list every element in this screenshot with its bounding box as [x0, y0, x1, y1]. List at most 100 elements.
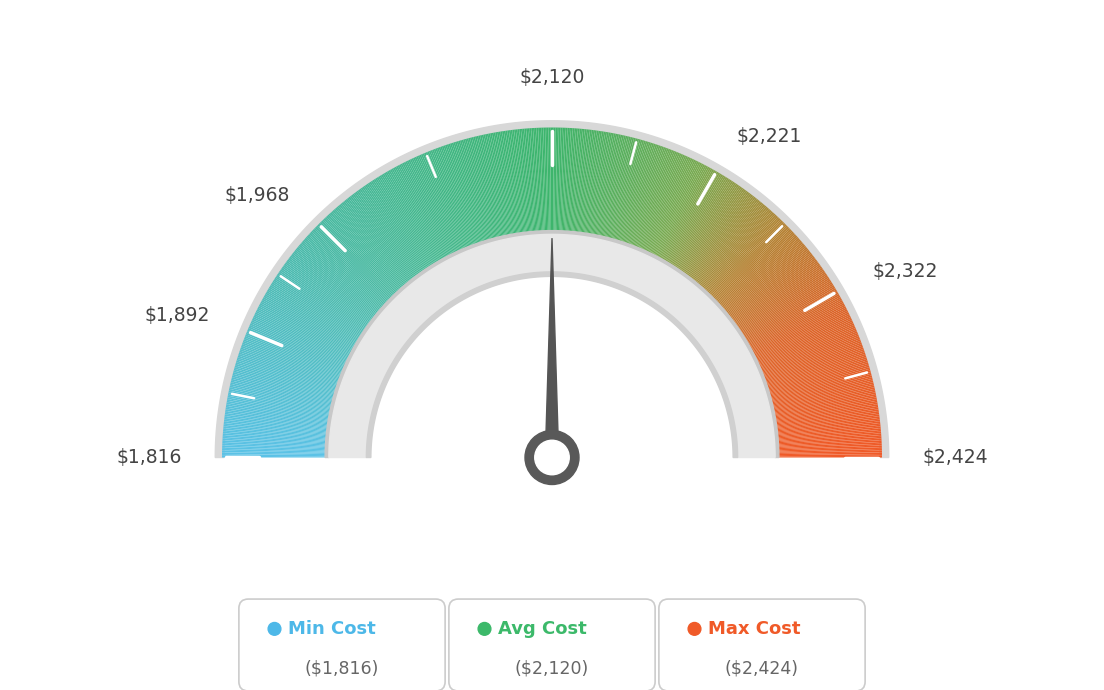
Polygon shape — [262, 299, 354, 350]
Polygon shape — [233, 372, 335, 400]
Polygon shape — [617, 141, 649, 242]
Polygon shape — [630, 148, 669, 247]
Polygon shape — [420, 155, 463, 251]
Polygon shape — [591, 132, 611, 236]
Polygon shape — [410, 159, 456, 255]
Polygon shape — [255, 313, 350, 359]
Polygon shape — [522, 128, 533, 233]
Polygon shape — [743, 282, 832, 339]
Polygon shape — [352, 194, 417, 278]
Polygon shape — [598, 135, 623, 237]
Polygon shape — [611, 139, 639, 241]
Polygon shape — [242, 342, 341, 380]
Polygon shape — [693, 201, 761, 284]
Polygon shape — [252, 320, 348, 365]
Polygon shape — [432, 150, 471, 248]
Polygon shape — [752, 304, 846, 354]
Polygon shape — [777, 446, 882, 451]
Polygon shape — [584, 131, 601, 235]
Polygon shape — [765, 351, 864, 386]
Text: $1,892: $1,892 — [145, 306, 210, 325]
Polygon shape — [623, 144, 657, 244]
Polygon shape — [280, 269, 368, 330]
Polygon shape — [421, 154, 464, 251]
Polygon shape — [742, 281, 831, 338]
Polygon shape — [640, 154, 683, 251]
Polygon shape — [458, 141, 489, 242]
Polygon shape — [244, 337, 342, 377]
Polygon shape — [773, 394, 877, 415]
Polygon shape — [758, 326, 856, 369]
Polygon shape — [736, 269, 824, 330]
Polygon shape — [225, 413, 329, 428]
Polygon shape — [729, 253, 811, 319]
Polygon shape — [724, 244, 805, 313]
Polygon shape — [734, 264, 820, 326]
Polygon shape — [325, 230, 779, 457]
Polygon shape — [226, 401, 330, 420]
Polygon shape — [282, 266, 369, 328]
Polygon shape — [404, 162, 452, 257]
Polygon shape — [293, 253, 375, 319]
Polygon shape — [371, 181, 429, 269]
Polygon shape — [351, 195, 416, 279]
Polygon shape — [761, 335, 859, 375]
Polygon shape — [634, 150, 673, 248]
Polygon shape — [595, 134, 617, 237]
Polygon shape — [736, 268, 822, 329]
Polygon shape — [438, 147, 476, 246]
Polygon shape — [240, 349, 340, 384]
Polygon shape — [719, 235, 797, 307]
Polygon shape — [729, 254, 813, 319]
Polygon shape — [511, 130, 526, 235]
Polygon shape — [243, 339, 342, 378]
Polygon shape — [602, 136, 627, 239]
Polygon shape — [754, 310, 848, 359]
Polygon shape — [503, 131, 520, 235]
Polygon shape — [570, 128, 580, 233]
Polygon shape — [309, 233, 388, 305]
Polygon shape — [235, 362, 337, 393]
Polygon shape — [243, 341, 341, 379]
Polygon shape — [708, 219, 782, 296]
Polygon shape — [769, 372, 871, 400]
Polygon shape — [739, 272, 826, 332]
Polygon shape — [376, 177, 434, 267]
Polygon shape — [616, 141, 647, 242]
Polygon shape — [304, 239, 383, 310]
Polygon shape — [344, 200, 412, 283]
Polygon shape — [258, 304, 352, 354]
Polygon shape — [774, 401, 878, 420]
Polygon shape — [716, 233, 795, 305]
Circle shape — [478, 622, 491, 635]
Polygon shape — [226, 406, 330, 424]
Polygon shape — [775, 418, 880, 432]
Polygon shape — [776, 428, 881, 439]
Polygon shape — [677, 183, 736, 270]
Polygon shape — [774, 399, 877, 419]
Polygon shape — [471, 137, 498, 239]
Polygon shape — [698, 206, 766, 286]
Polygon shape — [487, 134, 509, 237]
Polygon shape — [566, 128, 574, 233]
Polygon shape — [702, 213, 774, 291]
Polygon shape — [609, 138, 637, 240]
Polygon shape — [310, 232, 388, 304]
Polygon shape — [226, 404, 330, 422]
Polygon shape — [763, 341, 861, 379]
Polygon shape — [392, 168, 444, 261]
Polygon shape — [361, 188, 423, 274]
Polygon shape — [238, 354, 339, 388]
Polygon shape — [423, 153, 465, 250]
Polygon shape — [669, 176, 726, 266]
Polygon shape — [368, 183, 427, 270]
Polygon shape — [644, 156, 688, 253]
Polygon shape — [499, 132, 517, 235]
Polygon shape — [760, 330, 857, 371]
Polygon shape — [586, 131, 604, 235]
Polygon shape — [608, 138, 636, 240]
Polygon shape — [302, 241, 382, 310]
Polygon shape — [774, 404, 878, 422]
Polygon shape — [625, 146, 660, 245]
Polygon shape — [336, 208, 405, 288]
